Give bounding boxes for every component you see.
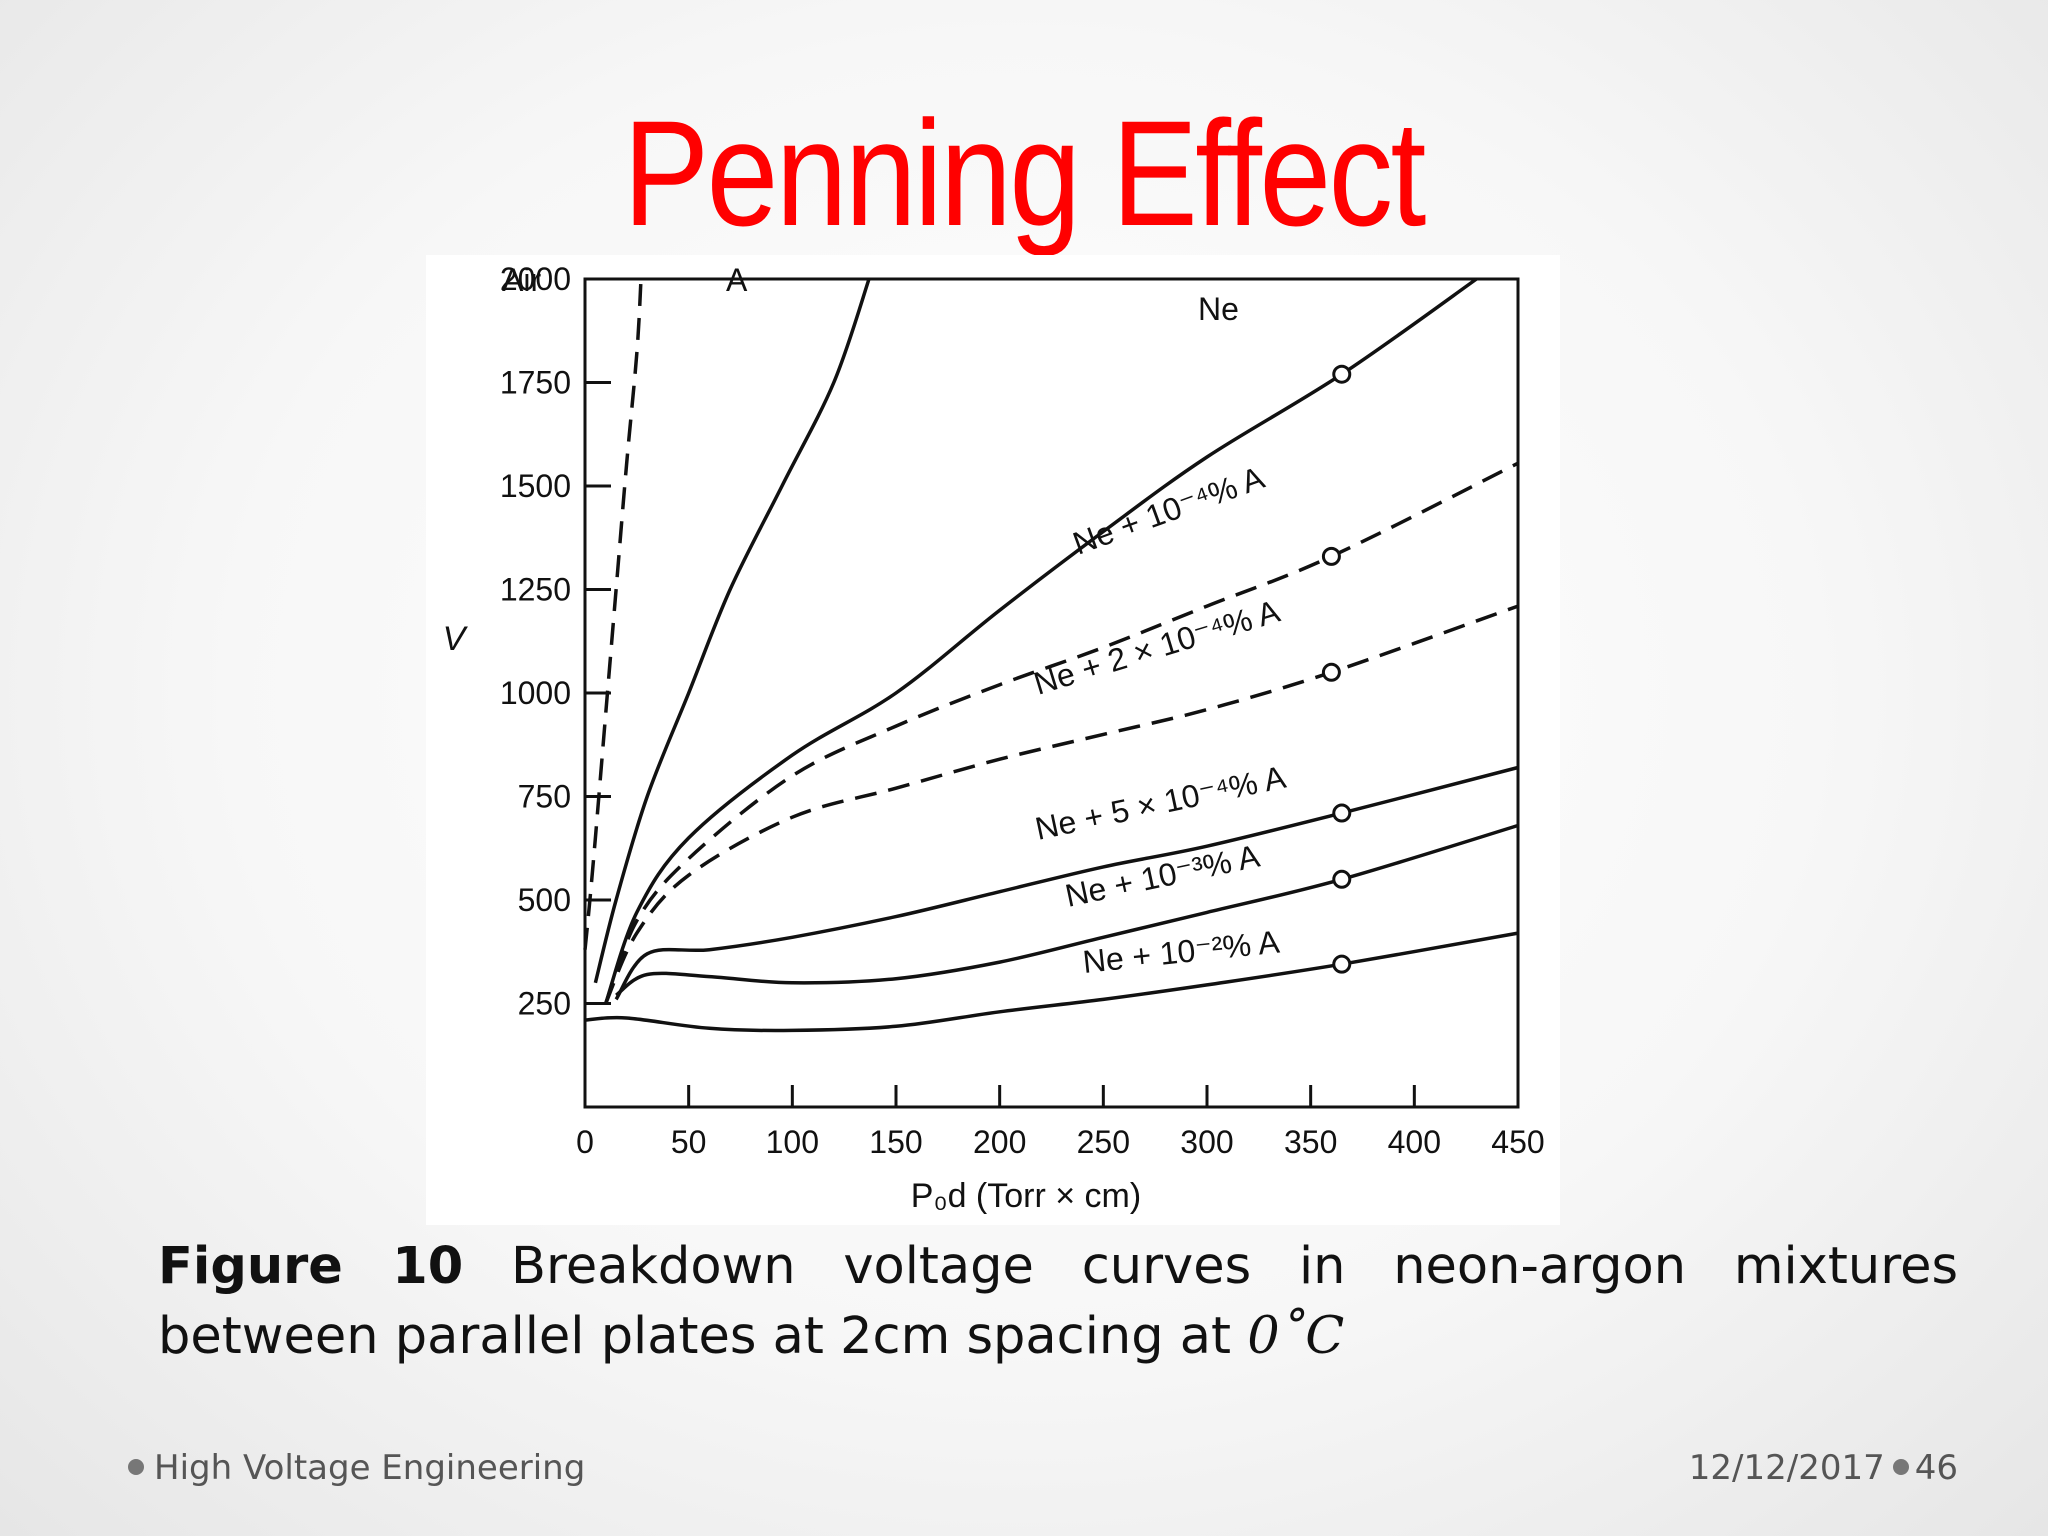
slide-title: Penning Effect [623,89,1426,257]
figure-caption: Figure 10 Breakdown voltage curves in ne… [158,1232,1958,1372]
x-tick-label: 300 [1180,1124,1233,1160]
x-tick-label: 400 [1388,1124,1441,1160]
x-tick-label: 0 [576,1124,594,1160]
series-line-2 [593,278,871,984]
series-label-7: Ne + 10⁻³% A [1062,837,1263,913]
y-tick-label: 500 [518,882,571,918]
y-tick-label: 1250 [500,572,571,608]
data-point-marker [1321,662,1341,682]
series-label-2: A [726,262,748,298]
data-point-marker [1332,803,1352,823]
figure-caption-text: Breakdown voltage curves in neon-argon m… [158,1237,1959,1366]
y-tick-label: 2000 [500,261,571,297]
series-label-3: Ne [1198,291,1239,327]
bullet-icon [1892,1458,1909,1475]
x-tick-label: 450 [1491,1124,1544,1160]
slide-number: 46 [1914,1448,1958,1488]
x-tick-label: 50 [671,1124,707,1160]
data-point-marker [1332,364,1352,384]
data-point-marker [1332,954,1352,974]
x-tick-label: 100 [766,1124,819,1160]
series-line-4 [604,461,1519,1005]
series-line-3 [604,277,1478,1005]
series-line-6 [614,765,1519,1001]
series-line-7 [615,823,1519,997]
data-point-marker [1332,869,1352,889]
series-line-1 [583,278,643,950]
x-tick-label: 150 [869,1124,922,1160]
temperature-value: 0˚C [1247,1307,1345,1366]
series-label-6: Ne + 5 × 10⁻⁴% A [1032,759,1289,847]
footer-meta: 12/12/2017 46 [1689,1448,1958,1488]
x-tick-label: 200 [973,1124,1026,1160]
x-tick-label: 350 [1284,1124,1337,1160]
footer-date: 12/12/2017 [1688,1448,1885,1488]
data-point-marker [1321,546,1341,566]
series-line-5 [604,604,1519,1005]
x-tick-label: 250 [1077,1124,1130,1160]
bullet-icon [128,1458,144,1475]
y-tick-label: 1500 [500,468,571,504]
y-tick-label: 250 [518,986,571,1022]
series-line-8 [584,931,1519,1033]
series-label-8: Ne + 10⁻²% A [1081,923,1282,980]
footer-course: High Voltage Engineering [128,1448,585,1488]
series-label-5: Ne + 2 × 10⁻⁴% A [1030,593,1285,702]
series-label-1: Air [502,262,541,298]
breakdown-voltage-chart: 0 50 100 150 200 250 300 350 400 450 250 500 750 100… [443,261,1545,1215]
chart-panel: 0 50 100 150 200 250 300 350 400 450 250 500 750 100… [426,255,1560,1225]
series-label-4: Ne + 10⁻⁴% A [1068,459,1269,562]
footer-course-name: High Voltage Engineering [154,1448,586,1488]
x-axis-label: P₀d (Torr × cm) [911,1177,1141,1215]
figure-label: Figure 10 [158,1237,464,1296]
y-axis-label: V [443,620,469,658]
y-tick-label: 1000 [500,675,571,711]
y-tick-label: 1750 [500,365,571,401]
y-tick-label: 750 [518,779,571,815]
